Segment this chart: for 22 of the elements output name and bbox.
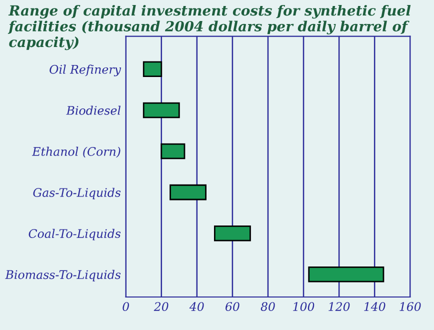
x-tick-label: 20 <box>154 302 168 311</box>
bar <box>170 184 207 200</box>
bar <box>160 143 186 160</box>
y-tick-label: Ethanol (Corn) <box>32 146 120 158</box>
bar <box>214 225 251 242</box>
x-tick-label: 100 <box>293 302 314 311</box>
y-tick-label: Gas-To-Liquids <box>33 188 121 200</box>
y-tick-label: Coal-To-Liquids <box>28 228 121 240</box>
bar <box>142 61 162 78</box>
chart-title: Range of capital investment costs for synthetic fuel facilities (thousand 2004 dollars per daily barrel of capacity) <box>8 4 411 50</box>
x-tick-label: 140 <box>364 302 386 311</box>
bar <box>142 102 180 118</box>
x-tick-label: 60 <box>226 302 240 311</box>
y-tick-label: Biodiesel <box>66 106 121 115</box>
x-tick-label: 120 <box>328 302 350 311</box>
y-tick-label: Biomass-To-Liquids <box>5 270 121 282</box>
bar <box>308 266 384 282</box>
x-tick-label: 160 <box>400 302 421 311</box>
x-tick-label: 0 <box>122 302 130 311</box>
x-tick-label: 40 <box>189 302 204 311</box>
y-tick-label: Oil Refinery <box>50 64 122 76</box>
x-tick-label: 80 <box>260 302 275 311</box>
